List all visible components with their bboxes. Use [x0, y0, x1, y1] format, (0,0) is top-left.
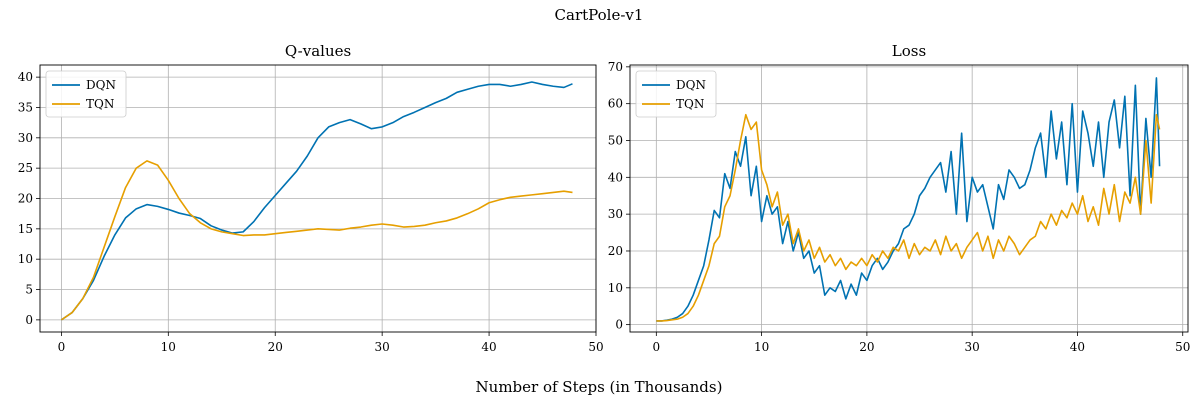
x-tick-label: 20: [859, 340, 874, 354]
legend-label-tqn: TQN: [86, 97, 114, 111]
y-tick-label: 20: [18, 192, 33, 206]
y-tick-label: 40: [18, 70, 33, 84]
series-group: [60, 81, 573, 321]
x-tick-label: 50: [1175, 340, 1190, 354]
figure-title: CartPole-v1: [555, 6, 644, 24]
x-tick-label: 30: [965, 340, 980, 354]
y-tick-label: 10: [608, 281, 623, 295]
y-tick-label: 25: [18, 161, 33, 175]
y-tick-label: 0: [615, 318, 623, 332]
legend: DQN TQN: [635, 70, 717, 118]
legend-box: [45, 70, 127, 118]
subplot-1: Q-values 0 10 20 30 40 50 0 5 10 15 20 25 30 35 40 DQN TQ…: [18, 42, 604, 354]
y-tick-label: 70: [608, 60, 623, 74]
x-tick-label: 40: [481, 340, 496, 354]
legend-label-dqn: DQN: [86, 78, 116, 92]
x-tick-label: 40: [1070, 340, 1085, 354]
series-line-tqn: [656, 113, 1161, 322]
series-line-dqn: [60, 81, 573, 321]
x-tick-label: 0: [58, 340, 66, 354]
subplot-title: Loss: [892, 42, 926, 60]
y-tick-label: 10: [18, 252, 33, 266]
x-tick-label: 50: [588, 340, 603, 354]
y-tick-label: 30: [608, 207, 623, 221]
y-tick-label: 15: [18, 222, 33, 236]
ticks: 0 10 20 30 40 50 0 10 20 30 40 50 60 70: [608, 60, 1191, 354]
x-tick-label: 20: [268, 340, 283, 354]
x-tick-label: 10: [754, 340, 769, 354]
y-tick-label: 20: [608, 244, 623, 258]
y-tick-label: 0: [25, 313, 33, 327]
x-tick-label: 0: [653, 340, 661, 354]
legend-label-tqn: TQN: [676, 97, 704, 111]
legend-label-dqn: DQN: [676, 78, 706, 92]
y-tick-label: 60: [608, 97, 623, 111]
x-tick-label: 10: [161, 340, 176, 354]
series-group: [656, 77, 1161, 322]
y-tick-label: 50: [608, 133, 623, 147]
series-line-tqn: [60, 160, 573, 321]
ticks: 0 10 20 30 40 50 0 5 10 15 20 25 30 35 40: [18, 70, 604, 354]
x-tick-label: 30: [375, 340, 390, 354]
subplots: Q-values 0 10 20 30 40 50 0 5 10 15 20 25 30 35 40 DQN TQ…: [18, 42, 1191, 354]
y-tick-label: 40: [608, 170, 623, 184]
legend: DQN TQN: [45, 70, 127, 118]
legend-box: [635, 70, 717, 118]
subplot-2: Loss 0 10 20 30 40 50 0 10 20 30 40 50 60 70 DQN TQN: [608, 42, 1191, 354]
axes-frame: [629, 64, 1189, 333]
y-tick-label: 30: [18, 131, 33, 145]
figure-xlabel: Number of Steps (in Thousands): [476, 378, 723, 396]
series-line-dqn: [656, 77, 1161, 322]
y-tick-label: 5: [25, 283, 33, 297]
subplot-title: Q-values: [285, 42, 351, 60]
y-tick-label: 35: [18, 100, 33, 114]
